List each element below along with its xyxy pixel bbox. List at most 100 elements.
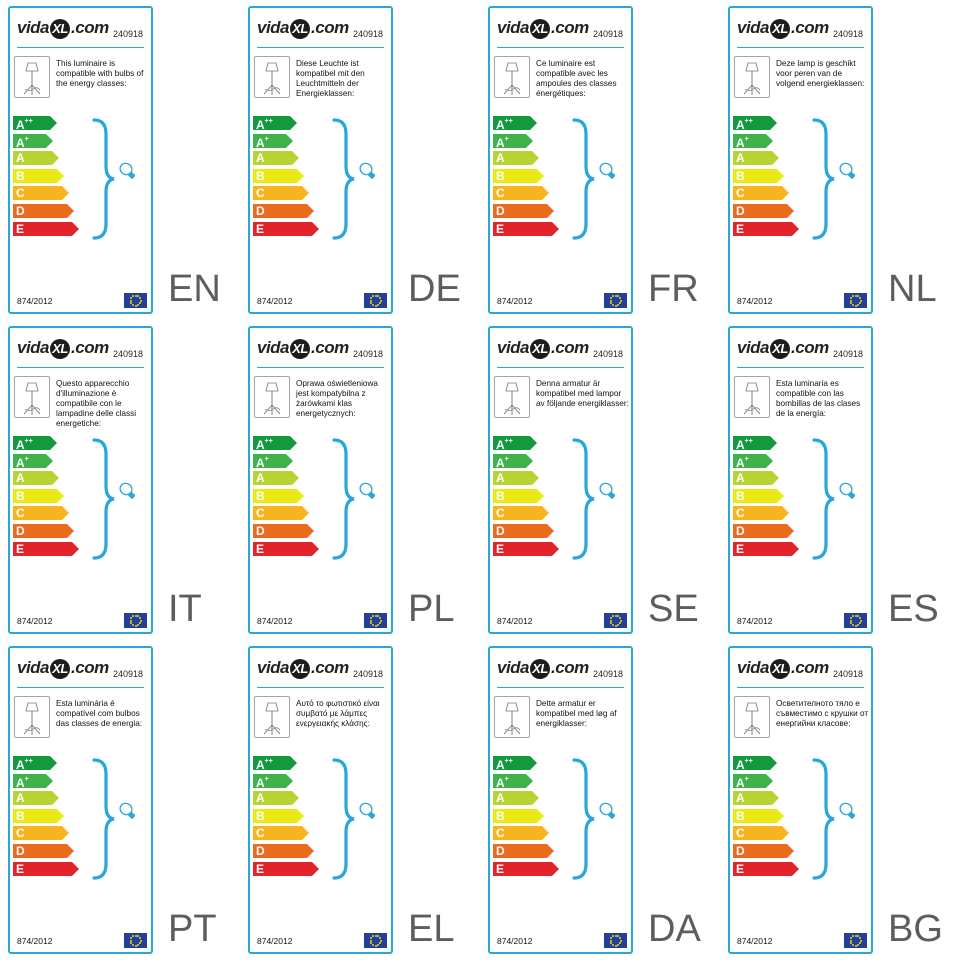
eu-flag-star [138,937,141,939]
eu-flag-star [618,937,621,939]
energy-class-letter: A+ [256,775,269,790]
energy-class-arrow [253,221,319,236]
energy-class-letter: C [256,186,265,201]
brand-logo: vida XL .com [17,18,109,39]
eu-flag-star [378,617,381,619]
regulation-number: 874/2012 [497,296,533,306]
energy-class-plus: + [504,775,509,783]
eu-flag-star [134,304,137,307]
regulation-number: 874/2012 [497,616,533,626]
energy-class-letter: C [736,506,745,521]
eu-flag-star [139,619,142,622]
energy-class-letter: E [16,221,25,236]
eu-flag-star [619,299,622,302]
header-divider [257,687,384,688]
eu-flag-star [377,303,379,306]
energy-class-arrow [493,826,549,841]
eu-flag-star [852,623,854,626]
eu-flag-star [138,297,141,299]
eu-flag-star [132,623,134,626]
floor-lamp-icon [734,696,770,738]
energy-class-plus: + [744,455,749,463]
energy-class-arrow [733,436,777,450]
eu-flag-star [857,303,859,306]
eu-flag-star [619,939,622,942]
energy-class-arrow [493,523,554,538]
floor-lamp-icon [494,376,530,418]
floor-lamp-icon-graphic [23,382,41,415]
energy-class-arrow [253,506,309,521]
energy-class-letter: C [736,826,745,841]
range-brace-icon [332,118,355,240]
product-code: 240918 [592,669,623,679]
energy-class-arrow [13,471,59,486]
eu-flag-star [379,619,382,622]
eu-flag-star [374,304,377,307]
floor-lamp-icon [14,376,50,418]
energy-class-arrow [253,488,304,503]
energy-class-letter: C [16,186,25,201]
brand-logo: vida XL .com [17,338,109,359]
language-code: PT [168,908,217,950]
brand-suffix: .com [71,338,109,357]
brand-suffix: .com [791,338,829,357]
energy-label-panel: vida XL .com 240918 Questo apparecchio d'ill… [0,320,240,640]
compatibility-text: Αυτό το φωτιστικό είναι συμβατό με λάμπε… [296,699,380,728]
language-code: PL [408,588,455,630]
floor-lamp-icon-graphic [743,702,761,735]
eu-flag-star [139,299,142,302]
eu-flag-star [372,295,374,298]
energy-class-arrow [493,471,539,486]
eu-flag-star [129,939,132,942]
energy-class-letter: D [256,523,265,538]
brand-prefix: vida [17,18,50,37]
energy-class-arrow [253,168,304,183]
energy-class-letter: B [496,808,505,823]
eu-flag-icon [604,293,627,308]
eu-flag-star [618,302,621,304]
brand-prefix: vida [257,18,290,37]
energy-label-panel: vida XL .com 240918 This luminaire is compat… [0,0,240,320]
energy-class-letter: B [736,168,745,183]
eu-flag-icon [364,613,387,628]
eu-flag-star [134,944,137,947]
energy-class-arrow [13,186,69,201]
energy-class-letter: D [496,203,505,218]
energy-class-arrow [733,523,794,538]
eu-flag-star [858,302,861,304]
energy-label-card: vida XL .com 240918 Questo apparecchio d'ill… [8,326,153,634]
eu-flag-star [132,615,134,618]
eu-flag-icon [844,933,867,948]
floor-lamp-icon-graphic [263,382,281,415]
energy-class-arrow [13,523,74,538]
eu-flag-star [129,619,132,622]
energy-class-letter: D [16,523,25,538]
range-brace-icon [812,438,835,560]
energy-class-letter: A [496,471,505,486]
energy-class-letter: D [736,203,745,218]
eu-flag-star [854,614,857,617]
energy-class-letter: A++ [736,118,753,132]
energy-class-arrow [493,506,549,521]
light-bulb-icon [599,802,616,819]
energy-class-letter: B [736,488,745,503]
energy-class-arrow [733,488,784,503]
energy-class-letter: A [256,151,265,166]
compatibility-text: Esta luminária é compatível com bulbos d… [56,699,143,728]
energy-class-arrow [13,791,59,806]
eu-flag-star [859,619,862,622]
energy-class-letter: A+ [736,455,749,470]
product-code: 240918 [592,349,623,359]
eu-flag-star [130,622,133,624]
energy-class-arrow [733,471,779,486]
light-bulb-icon [839,802,856,819]
brand-prefix: vida [17,658,50,677]
product-code: 240918 [112,349,143,359]
eu-flag-star [609,619,612,622]
energy-class-letter: B [256,168,265,183]
eu-flag-star [370,302,373,304]
energy-class-arrow [13,808,64,823]
brand-mark: XL [530,338,551,359]
eu-flag-star [858,617,861,619]
range-brace-icon [332,438,355,560]
